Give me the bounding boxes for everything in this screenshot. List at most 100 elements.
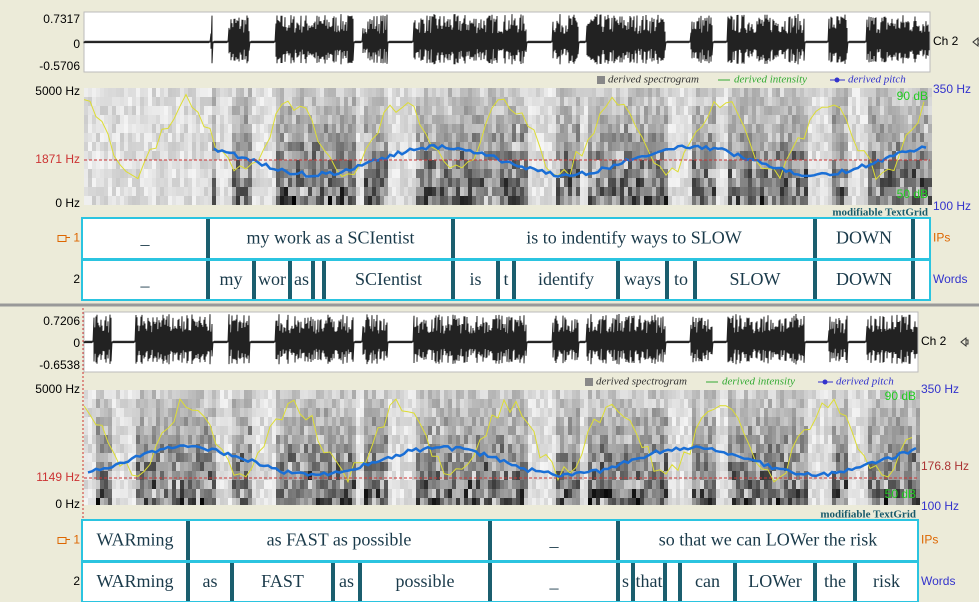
spectrogram-cell bbox=[212, 97, 216, 106]
spectrogram-cell bbox=[728, 178, 732, 187]
spectrogram-cell bbox=[88, 426, 92, 435]
spectrogram-cell bbox=[164, 489, 168, 498]
spectrogram-cell bbox=[416, 480, 420, 489]
spectrogram-cell bbox=[908, 97, 912, 106]
spectrogram-cell bbox=[348, 142, 352, 151]
spectrogram-cell bbox=[144, 160, 148, 169]
spectrogram-cell bbox=[616, 390, 620, 399]
spectrogram-cell bbox=[468, 480, 472, 489]
spectrogram-cell bbox=[904, 160, 908, 169]
spectrogram-cell bbox=[332, 187, 336, 196]
spectrogram-cell bbox=[348, 435, 352, 444]
spectrogram-cell bbox=[280, 142, 284, 151]
spectrogram-cell bbox=[684, 498, 688, 505]
amplitude-label: 0 bbox=[73, 336, 80, 350]
spectrogram-cell bbox=[352, 160, 356, 169]
spectrogram-cell bbox=[324, 408, 328, 417]
spectrogram-cell bbox=[104, 115, 108, 124]
spectrogram-cell bbox=[516, 471, 520, 480]
spectrogram-cell bbox=[224, 462, 228, 471]
spectrogram-cell bbox=[588, 426, 592, 435]
spectrogram-cell bbox=[852, 151, 856, 160]
spectrogram-cell bbox=[408, 88, 412, 97]
spectrogram-cell bbox=[140, 106, 144, 115]
spectrogram-cell bbox=[288, 471, 292, 480]
spectrogram-cell bbox=[136, 435, 140, 444]
spectrogram-cell bbox=[536, 462, 540, 471]
spectrogram-cell bbox=[552, 498, 556, 505]
spectrogram-cell bbox=[764, 151, 768, 160]
spectrogram-cell bbox=[288, 115, 292, 124]
spectrogram-cell bbox=[780, 133, 784, 142]
spectrogram-cell bbox=[676, 498, 680, 505]
spectrogram-cell bbox=[384, 133, 388, 142]
spectrogram-cell bbox=[316, 169, 320, 178]
spectrogram-cell bbox=[884, 196, 888, 205]
spectrogram-cell bbox=[536, 390, 540, 399]
spectrogram-cell bbox=[424, 435, 428, 444]
spectrogram-cell bbox=[708, 196, 712, 205]
spectrogram-cell bbox=[512, 178, 516, 187]
spectrogram-cell bbox=[732, 462, 736, 471]
spectrogram-cell bbox=[856, 106, 860, 115]
spectrogram-cell bbox=[460, 151, 464, 160]
spectrogram-cell bbox=[188, 115, 192, 124]
spectrogram-cell bbox=[532, 196, 536, 205]
spectrogram-cell bbox=[476, 88, 480, 97]
spectrogram-cell bbox=[288, 142, 292, 151]
spectrogram-cell bbox=[160, 97, 164, 106]
spectrogram-cell bbox=[692, 115, 696, 124]
spectrogram-cell bbox=[388, 133, 392, 142]
spectrogram-cell bbox=[532, 124, 536, 133]
spectrogram-cell bbox=[708, 399, 712, 408]
spectrogram-cell bbox=[528, 417, 532, 426]
spectrogram-cell bbox=[188, 408, 192, 417]
spectrogram-cell bbox=[560, 462, 564, 471]
spectrogram-cell bbox=[308, 88, 312, 97]
spectrogram-cell bbox=[320, 489, 324, 498]
spectrogram-cell bbox=[128, 187, 132, 196]
spectrogram-cell bbox=[344, 133, 348, 142]
spectrogram-cell bbox=[120, 489, 124, 498]
spectrogram-cell bbox=[316, 142, 320, 151]
spectrogram-cell bbox=[688, 178, 692, 187]
spectrogram-cell bbox=[792, 196, 796, 205]
spectrogram-cell bbox=[228, 408, 232, 417]
spectrogram-cell bbox=[664, 480, 668, 489]
spectrogram-cell bbox=[864, 178, 868, 187]
spectrogram-cell bbox=[668, 187, 672, 196]
spectrogram-cell bbox=[632, 124, 636, 133]
spectrogram-cell bbox=[324, 106, 328, 115]
spectrogram-cell bbox=[276, 88, 280, 97]
spectrogram-cell bbox=[900, 97, 904, 106]
spectrogram-cell bbox=[264, 115, 268, 124]
spectrogram-cell bbox=[712, 106, 716, 115]
spectrogram-cell bbox=[904, 196, 908, 205]
spectrogram-cell bbox=[604, 97, 608, 106]
spectrogram-cell bbox=[772, 187, 776, 196]
spectrogram-cell bbox=[720, 196, 724, 205]
spectrogram-cell bbox=[468, 462, 472, 471]
spectrogram-cell bbox=[320, 498, 324, 505]
spectrogram-cell bbox=[180, 462, 184, 471]
spectrogram-cell bbox=[100, 408, 104, 417]
spectrogram-cell bbox=[504, 196, 508, 205]
spectrogram-cell bbox=[380, 142, 384, 151]
spectrogram-cell bbox=[736, 97, 740, 106]
spectrogram-cell bbox=[172, 471, 176, 480]
spectrogram-cell bbox=[264, 489, 268, 498]
spectrogram-cell bbox=[600, 462, 604, 471]
spectrogram-cell bbox=[476, 498, 480, 505]
spectrogram-cell bbox=[296, 106, 300, 115]
spectrogram-cell bbox=[564, 453, 568, 462]
spectrogram-cell bbox=[320, 399, 324, 408]
spectrogram-cell bbox=[580, 399, 584, 408]
spectrogram-cell bbox=[196, 133, 200, 142]
spectrogram-cell bbox=[928, 196, 932, 205]
spectrogram-cell bbox=[424, 169, 428, 178]
spectrogram-cell bbox=[496, 426, 500, 435]
spectrogram-cell bbox=[624, 97, 628, 106]
spectrogram-cell bbox=[520, 426, 524, 435]
spectrogram-cell bbox=[264, 480, 268, 489]
spectrogram-cell bbox=[656, 196, 660, 205]
